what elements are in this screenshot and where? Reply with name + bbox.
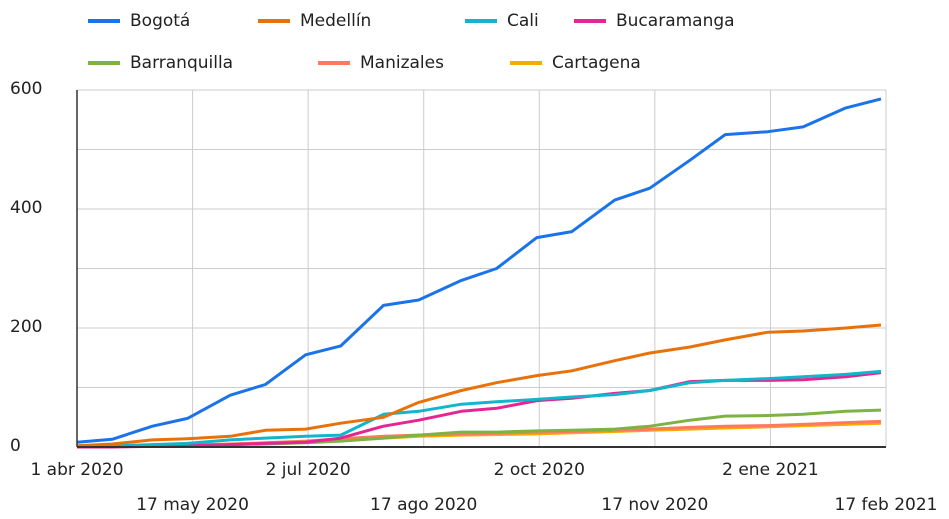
x-tick-label: 2 ene 2021 bbox=[722, 460, 819, 480]
y-tick-label: 0 bbox=[10, 436, 21, 456]
x-tick-label: 17 nov 2020 bbox=[601, 495, 708, 515]
legend-label: Bogotá bbox=[130, 11, 190, 31]
x-tick-label: 17 ago 2020 bbox=[370, 495, 477, 515]
legend-label: Cartagena bbox=[552, 53, 641, 73]
series-line bbox=[76, 369, 882, 448]
legend-label: Medellín bbox=[300, 11, 371, 31]
y-tick-label: 600 bbox=[10, 79, 42, 99]
x-tick-label: 17 may 2020 bbox=[136, 495, 249, 515]
legend-label: Bucaramanga bbox=[616, 11, 735, 31]
series-line bbox=[76, 97, 882, 444]
y-tick-label: 400 bbox=[10, 198, 42, 218]
x-tick-label: 1 abr 2020 bbox=[30, 460, 123, 480]
x-tick-label: 2 jul 2020 bbox=[266, 460, 351, 480]
legend-label: Cali bbox=[507, 11, 539, 31]
x-tick-label: 17 feb 2021 bbox=[835, 495, 938, 515]
legend-label: Barranquilla bbox=[130, 53, 233, 73]
legend-label: Manizales bbox=[360, 53, 444, 73]
y-tick-label: 200 bbox=[10, 317, 42, 337]
series-line bbox=[76, 323, 882, 448]
x-tick-label: 2 oct 2020 bbox=[494, 460, 585, 480]
